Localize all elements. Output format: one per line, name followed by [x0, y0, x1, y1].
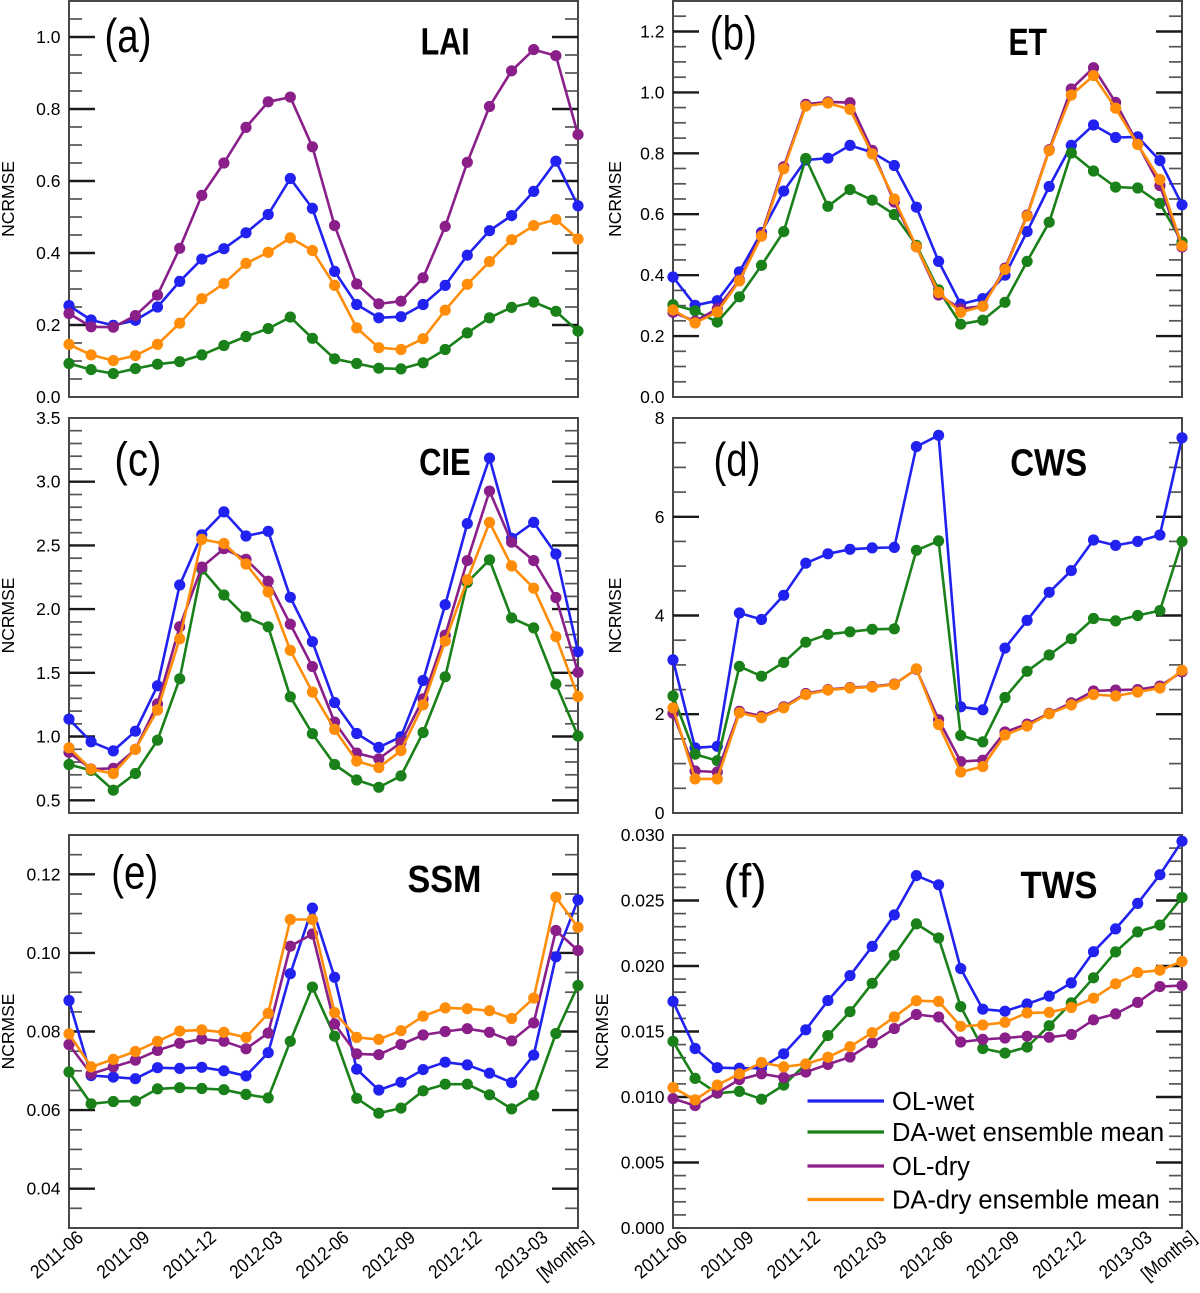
svg-text:0.005: 0.005 — [621, 1153, 665, 1173]
svg-text:0: 0 — [655, 803, 665, 823]
svg-text:1.0: 1.0 — [640, 82, 665, 102]
svg-text:SSM: SSM — [408, 859, 482, 901]
svg-text:(d): (d) — [714, 433, 761, 486]
svg-text:ET: ET — [1008, 22, 1047, 64]
svg-text:1.0: 1.0 — [36, 727, 61, 747]
svg-text:0.0: 0.0 — [36, 387, 61, 407]
svg-text:4: 4 — [655, 606, 665, 626]
svg-text:OL-wet: OL-wet — [892, 1088, 974, 1116]
svg-text:(b): (b) — [710, 6, 757, 59]
svg-text:0.4: 0.4 — [640, 265, 665, 285]
svg-text:0.12: 0.12 — [26, 864, 60, 884]
svg-text:0.020: 0.020 — [621, 956, 665, 976]
svg-text:NCRMSE: NCRMSE — [605, 161, 625, 237]
svg-text:(c): (c) — [114, 433, 161, 486]
svg-text:(f): (f) — [724, 855, 767, 908]
svg-text:NCRMSE: NCRMSE — [0, 578, 18, 654]
svg-text:CWS: CWS — [1010, 442, 1087, 484]
svg-text:NCRMSE: NCRMSE — [605, 578, 625, 654]
svg-text:3.5: 3.5 — [36, 408, 60, 428]
svg-text:0.10: 0.10 — [26, 943, 60, 963]
svg-text:0.04: 0.04 — [26, 1179, 60, 1199]
svg-text:TWS: TWS — [1021, 865, 1098, 907]
svg-text:2.5: 2.5 — [36, 535, 60, 555]
svg-text:NCRMSE: NCRMSE — [0, 994, 18, 1070]
svg-text:0.8: 0.8 — [640, 143, 664, 163]
svg-text:0.08: 0.08 — [26, 1022, 60, 1042]
svg-text:1.2: 1.2 — [640, 22, 664, 42]
svg-text:1.0: 1.0 — [36, 27, 61, 47]
svg-text:0.2: 0.2 — [640, 326, 664, 346]
svg-text:0.6: 0.6 — [36, 171, 60, 191]
svg-text:6: 6 — [655, 507, 665, 527]
svg-text:(a): (a) — [105, 9, 152, 62]
svg-text:0.000: 0.000 — [621, 1218, 665, 1238]
svg-text:0.025: 0.025 — [621, 891, 665, 911]
svg-text:DA-wet ensemble mean: DA-wet ensemble mean — [892, 1119, 1164, 1147]
svg-text:DA-dry ensemble mean: DA-dry ensemble mean — [892, 1187, 1160, 1215]
svg-text:LAI: LAI — [421, 22, 470, 64]
svg-text:(e): (e) — [111, 846, 158, 899]
svg-text:0.5: 0.5 — [36, 790, 60, 810]
svg-text:3.0: 3.0 — [36, 472, 61, 492]
svg-text:0.4: 0.4 — [36, 243, 61, 263]
svg-text:0.8: 0.8 — [36, 99, 60, 119]
svg-text:NCRMSE: NCRMSE — [0, 161, 18, 237]
svg-text:0.6: 0.6 — [640, 204, 664, 224]
svg-text:0.010: 0.010 — [621, 1087, 665, 1107]
svg-text:CIE: CIE — [419, 442, 471, 484]
svg-text:NCRMSE: NCRMSE — [592, 994, 612, 1070]
svg-text:2: 2 — [655, 704, 665, 724]
svg-text:0.030: 0.030 — [621, 825, 665, 845]
svg-text:1.5: 1.5 — [36, 663, 60, 683]
svg-text:0.015: 0.015 — [621, 1022, 665, 1042]
svg-text:2.0: 2.0 — [36, 599, 61, 619]
svg-text:OL-dry: OL-dry — [892, 1153, 970, 1181]
svg-text:8: 8 — [655, 408, 665, 428]
svg-text:0.0: 0.0 — [640, 387, 665, 407]
svg-text:0.06: 0.06 — [26, 1100, 60, 1120]
svg-text:0.2: 0.2 — [36, 315, 60, 335]
